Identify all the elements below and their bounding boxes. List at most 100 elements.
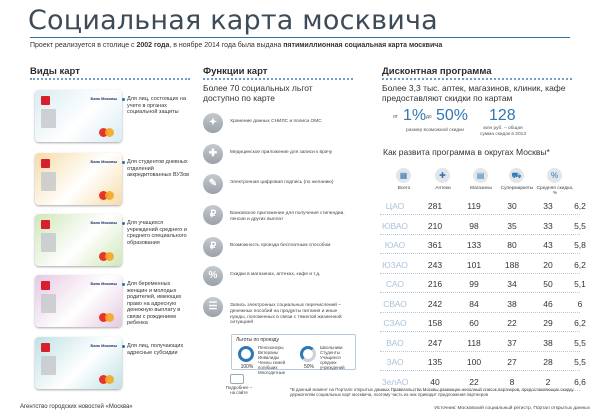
photo-placeholder [41,356,56,375]
moscow-logo-icon [41,343,50,352]
functions-heading: Функции карт [203,66,268,77]
column-header: Всего [397,186,411,191]
table-cell: 5,8 [574,240,586,250]
table-cell: 188 [504,259,520,270]
stat2-caption: млн руб. – общая сумма скидок в 2013 [480,126,526,137]
table-cell: 158 [427,318,443,328]
table-cell: 50 [543,279,553,289]
pharmacy-icon: ✚ [435,168,450,183]
functions-intro: Более 70 социальных льгот доступно по ка… [203,83,313,103]
table-cell: 33 [543,201,553,211]
mastercard-icon [99,375,108,384]
okrug-name: ЮАО [384,240,406,250]
table-row: ЦАО 281 119 30 33 6,2 [380,196,586,215]
cart-icon: ⛟ [509,168,524,183]
table-cell: 100 [466,357,482,367]
info-icon [230,374,244,384]
legend-list-half: Школьники Студенты Учащиеся средних учрежд… [320,345,345,370]
table-cell: 135 [427,357,443,367]
table-cell: 5,5 [574,357,586,367]
signature-icon: ✎ [203,174,223,194]
table-cell: 133 [466,240,482,250]
stat1-prefix: от [393,114,398,120]
okrug-name: СВАО [383,298,407,309]
bank-label: Банк Москвы [90,96,117,101]
stat2-value: 128 [489,107,516,124]
discount-heading: Дисконтная программа [382,66,492,77]
table-cell: 40 [430,376,440,387]
moscow-logo-icon [41,159,50,168]
moscow-logo-icon [41,220,50,229]
mastercard-icon [105,375,114,384]
social-card: Банк Москвы [35,153,122,205]
photo-placeholder [41,172,56,191]
function-description: Электронная цифровая подпись (по желанию… [230,180,334,185]
table-cell: 118 [467,337,481,348]
okrug-name: СЗАО [383,318,407,328]
table-cell: 46 [543,298,553,309]
discount-icon: % [203,266,223,286]
table-cell: 5,1 [574,279,586,289]
source-line: Источник: Московский социальный регистр,… [434,406,590,411]
okrug-name: САО [385,279,405,289]
table-row: ЮАО 361 133 80 43 5,8 [380,235,586,254]
legend-list-full: Пенсионеры Ветераны Инвалиды Члены семей по… [258,345,286,375]
social-card: Банк Москвы [35,275,122,327]
bank-label: Банк Москвы [90,343,117,348]
legend-title: Льготы по проезду [236,337,279,343]
moscow-logo-icon [41,96,50,105]
function-description: Скидки в магазинах, аптеках, кафе и т.д. [230,272,321,277]
table-cell: 5,5 [574,337,586,348]
ruble-icon: ₽ [203,205,223,225]
building-icon: ▦ [396,168,411,183]
table-row: ЮЗАО 243 101 188 20 6,2 [380,255,586,274]
stat1-from: 1% [403,107,427,124]
table-row: ЮВАО 210 98 35 33 5,5 [380,216,586,235]
column-header: Магазины [470,186,492,191]
table-cell: 119 [467,201,481,211]
table-cell: 22 [469,376,479,387]
table-cell: 8 [509,376,515,387]
mastercard-icon [99,252,108,261]
table-cell: 60 [469,318,479,328]
social-card: Банк Москвы [35,214,122,266]
column-header: Средняя скидка, % [536,186,574,196]
table-cell: 6,2 [574,259,586,270]
table-cell: 33 [543,220,553,231]
table-cell: 6,2 [574,318,586,328]
photo-placeholder [41,109,56,128]
card-description: Для студентов дневных отделений аккредит… [122,159,190,178]
okrug-name: ЗелАО [381,376,409,387]
card-description: Для лиц, состоящих на учете в органах со… [122,96,190,116]
photo-placeholder [41,233,56,252]
table-row: ЗАО 135 100 27 28 5,5 [380,352,586,371]
medical-cross-icon: ✚ [203,144,223,164]
table-cell: 80 [507,240,517,250]
table-cell: 30 [507,201,517,211]
table-cell: 361 [427,240,443,250]
table-cell: 27 [507,357,517,367]
function-description: Банковское приложение для получения стип… [230,211,345,222]
okrug-name: ЦАО [385,201,405,211]
function-description: Медицинское приложение для записи к врач… [230,150,333,155]
page-title: Социальная карта москвича [28,5,438,36]
stat1-caption: размер возможной скидки [406,128,464,133]
bank-label: Банк Москвы [90,220,117,225]
table-cell: 6 [577,298,583,309]
mastercard-icon [99,191,108,200]
table-cell: 34 [507,279,517,289]
page-subtitle: Проект реализуется в столице с 2002 года… [30,42,443,49]
table-cell: 22 [507,318,517,328]
table-cell: 6,2 [574,201,586,211]
agency-credit: Агентство городских новостей «Москва» [20,404,133,410]
divider [30,78,190,80]
card-description: Для беременных женщин и молодых родителе… [122,281,190,327]
table-cell: 243 [427,259,443,270]
free-travel-icon: ₽ [203,237,223,257]
table-cell: 28 [543,357,553,367]
table-cell: 216 [427,279,443,289]
travel-legend [231,334,356,370]
table-row: СВАО 242 84 38 46 6 [380,294,582,313]
mastercard-icon [105,191,114,200]
bank-label: Банк Москвы [90,281,117,286]
